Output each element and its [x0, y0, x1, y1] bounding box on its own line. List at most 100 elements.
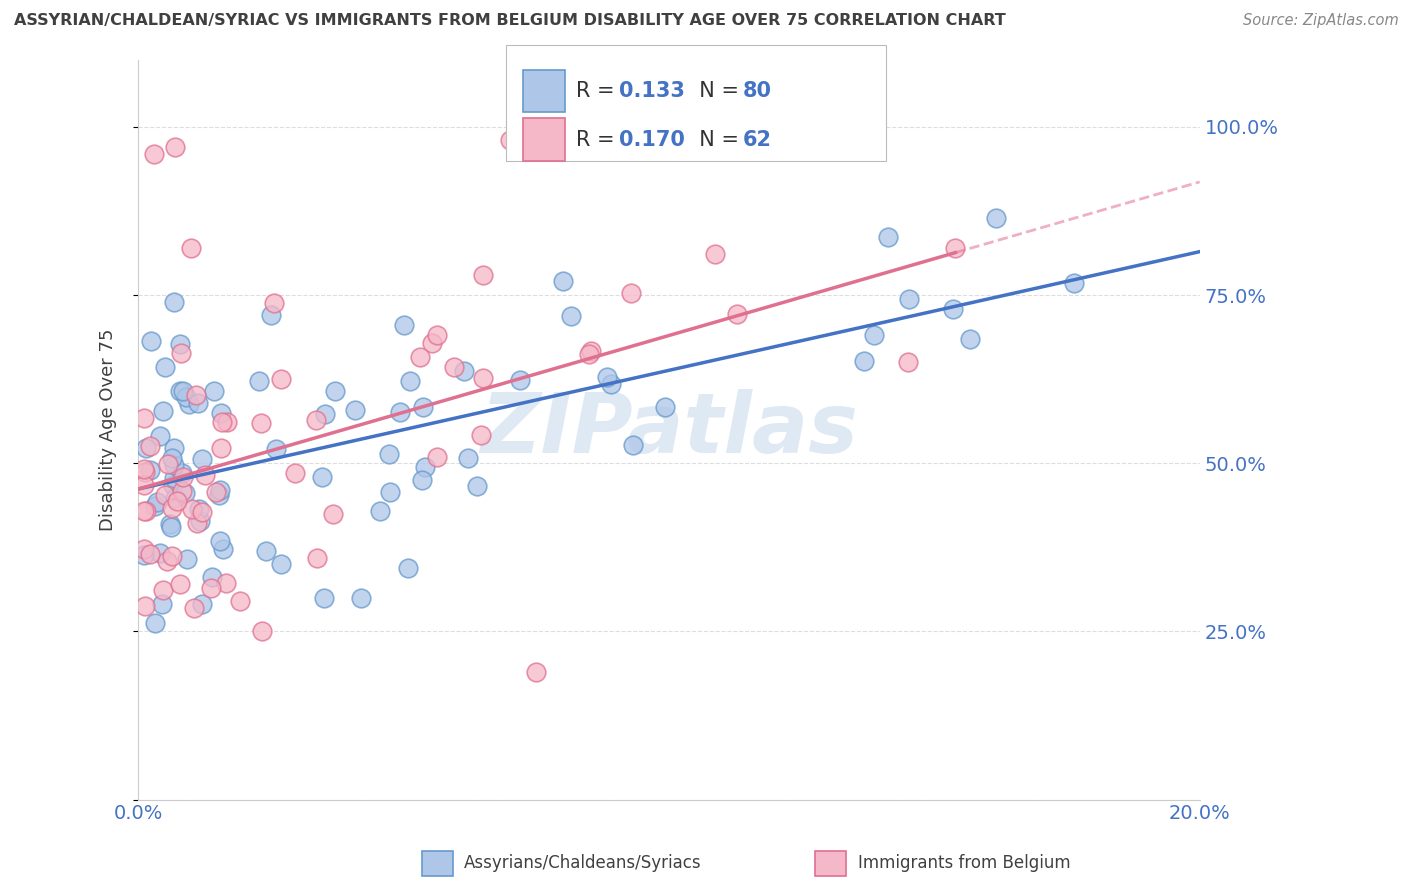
Point — [166, 493, 188, 508]
Point — [180, 241, 202, 255]
Point — [190, 514, 212, 528]
Point — [170, 346, 193, 360]
Point — [322, 507, 344, 521]
Point — [155, 488, 177, 502]
Point — [172, 384, 194, 399]
Point — [307, 551, 329, 566]
Point — [191, 505, 214, 519]
Point — [560, 309, 582, 323]
Point — [191, 452, 214, 467]
Point — [162, 458, 184, 472]
Point — [150, 597, 173, 611]
Point — [163, 471, 186, 485]
Point — [194, 468, 217, 483]
Point — [209, 483, 232, 498]
Point — [863, 327, 886, 342]
Point — [260, 308, 283, 322]
Point — [135, 504, 157, 518]
Point — [212, 541, 235, 556]
Point — [250, 416, 273, 430]
Text: 0.133: 0.133 — [619, 81, 685, 101]
Point — [170, 466, 193, 480]
Point — [453, 364, 475, 378]
Point — [499, 133, 522, 147]
Point — [270, 558, 292, 572]
Point — [621, 438, 644, 452]
Point — [149, 429, 172, 443]
Point — [169, 384, 191, 398]
Y-axis label: Disability Age Over 75: Disability Age Over 75 — [100, 328, 117, 531]
Point — [132, 462, 155, 476]
Point — [163, 491, 186, 505]
Point — [156, 554, 179, 568]
Point — [266, 442, 288, 456]
Point — [472, 371, 495, 385]
Point — [600, 376, 623, 391]
Point — [343, 403, 366, 417]
Point — [426, 450, 449, 465]
Point — [187, 502, 209, 516]
Point — [184, 388, 207, 402]
Point — [170, 483, 193, 498]
Point — [654, 400, 676, 414]
Point — [209, 441, 232, 455]
Point — [132, 504, 155, 518]
Point — [159, 516, 181, 531]
Point — [350, 591, 373, 605]
Text: 62: 62 — [742, 129, 772, 150]
Point — [509, 373, 531, 387]
Point — [399, 374, 422, 388]
Point — [312, 591, 335, 605]
Point — [311, 470, 333, 484]
Point — [877, 230, 900, 244]
Text: ZIPatlas: ZIPatlas — [479, 389, 858, 470]
Point — [254, 544, 277, 558]
Point — [378, 484, 401, 499]
Point — [201, 570, 224, 584]
Text: R =: R = — [576, 81, 621, 101]
Point — [208, 488, 231, 502]
Point — [186, 516, 208, 530]
Text: Immigrants from Belgium: Immigrants from Belgium — [858, 855, 1070, 872]
Point — [162, 441, 184, 455]
Point — [159, 519, 181, 533]
Point — [200, 582, 222, 596]
Point — [323, 384, 346, 399]
Point — [165, 140, 187, 154]
Point — [725, 307, 748, 321]
Text: 80: 80 — [742, 81, 772, 101]
Text: R =: R = — [576, 129, 621, 150]
Point — [247, 374, 270, 388]
Point — [162, 451, 184, 466]
Point — [152, 403, 174, 417]
Point — [162, 478, 184, 492]
Point — [472, 268, 495, 282]
Point — [470, 428, 492, 442]
Point — [139, 463, 162, 477]
Point — [942, 302, 965, 317]
Point — [132, 549, 155, 563]
Point — [897, 355, 920, 369]
Point — [898, 293, 921, 307]
Point — [149, 546, 172, 560]
Text: Assyrians/Chaldeans/Syriacs: Assyrians/Chaldeans/Syriacs — [464, 855, 702, 872]
Point — [169, 576, 191, 591]
Text: N =: N = — [686, 129, 745, 150]
Point — [190, 598, 212, 612]
Point — [396, 561, 419, 575]
Point — [620, 285, 643, 300]
Point — [139, 334, 162, 348]
Point — [368, 504, 391, 518]
Point — [412, 401, 434, 415]
Point — [176, 552, 198, 566]
Point — [163, 294, 186, 309]
Point — [202, 384, 225, 398]
Point — [853, 354, 876, 368]
Point — [596, 370, 619, 384]
Point — [314, 407, 336, 421]
Point — [215, 415, 238, 429]
Point — [211, 416, 233, 430]
Point — [156, 457, 179, 471]
Text: 0.170: 0.170 — [619, 129, 685, 150]
Point — [173, 486, 195, 500]
